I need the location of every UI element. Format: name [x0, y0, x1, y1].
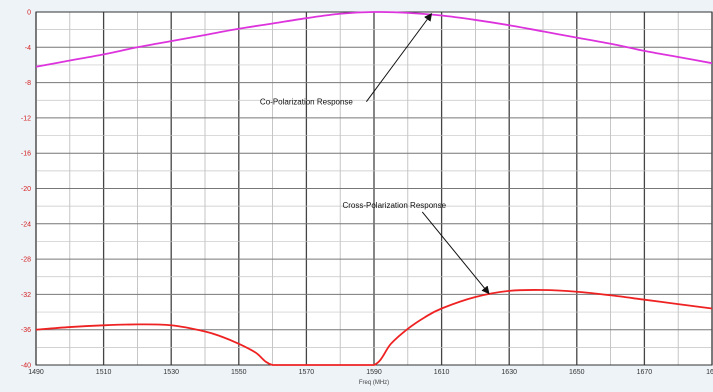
- y-tick-label: -36: [21, 327, 31, 334]
- annotation-arrow: [365, 12, 433, 102]
- x-tick-label: 1610: [434, 369, 450, 376]
- annotation-label: Cross-Polarization Response: [342, 201, 446, 210]
- x-tick-label: 1510: [96, 369, 112, 376]
- y-tick-label: -16: [21, 151, 31, 158]
- x-tick-label: 1550: [231, 369, 247, 376]
- y-tick-label: -40: [21, 363, 31, 370]
- x-tick-label: 1630: [501, 369, 517, 376]
- y-tick-label: -12: [21, 115, 31, 122]
- x-tick-label: 169: [706, 369, 713, 376]
- x-tick-label: 1530: [163, 369, 179, 376]
- y-tick-label: 0: [27, 10, 31, 17]
- x-axis-label: Freq (MHz): [359, 380, 389, 386]
- x-tick-label: 1590: [366, 369, 382, 376]
- x-tick-label: 1490: [28, 369, 44, 376]
- annotation-arrow: [421, 211, 490, 295]
- y-tick-label: -28: [21, 257, 31, 264]
- series-line-2: [35, 288, 713, 366]
- annotation-label: Co-Polarization Response: [260, 98, 353, 107]
- y-tick-label: -4: [25, 45, 31, 52]
- x-tick-label: 1650: [569, 369, 585, 376]
- y-tick-label: -32: [21, 292, 31, 299]
- annotations: Co-Polarization Response Cross-Polarizati…: [260, 12, 490, 295]
- x-tick-label: 1670: [637, 369, 653, 376]
- x-tick-label: 1570: [299, 369, 315, 376]
- axis-tick-labels: 1490 1510 1530 1550 1570 1590 1610 1630 1650 1670…: [21, 10, 713, 377]
- series-line-1: [35, 11, 713, 68]
- grid-lines: [35, 11, 713, 366]
- y-tick-label: -8: [25, 80, 31, 87]
- y-tick-label: -20: [21, 186, 31, 193]
- series-lines: [35, 11, 713, 366]
- y-tick-label: -24: [21, 221, 31, 228]
